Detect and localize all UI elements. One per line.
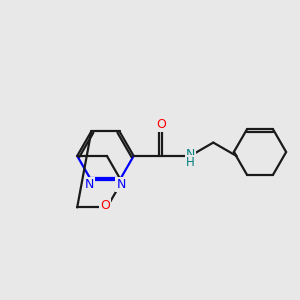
Text: N: N [85, 178, 94, 191]
Text: H: H [186, 156, 195, 169]
Text: N: N [116, 178, 126, 191]
Text: N: N [186, 148, 195, 161]
Text: O: O [157, 118, 166, 131]
Text: O: O [100, 200, 110, 212]
